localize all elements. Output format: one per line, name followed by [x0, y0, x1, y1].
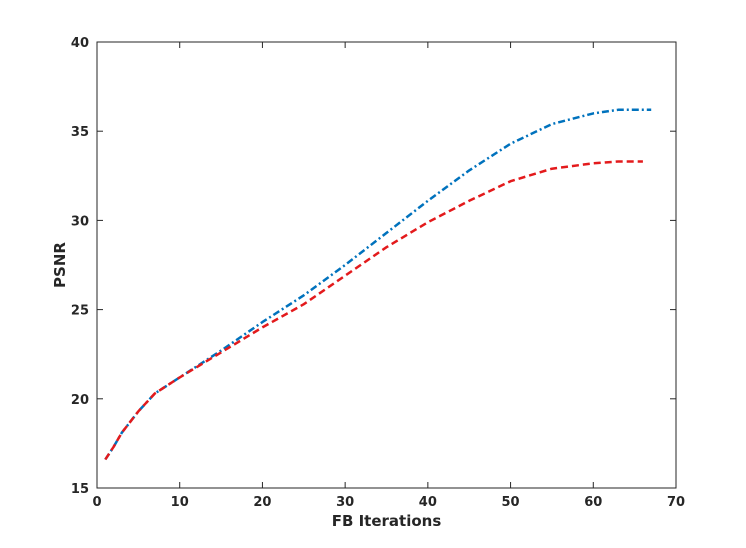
x-axis: 0 10 20 30 40 50 60 70: [92, 42, 685, 510]
x-tick-label: 30: [336, 495, 354, 510]
x-axis-title: FB Iterations: [332, 512, 442, 530]
y-tick-label: 15: [71, 482, 89, 497]
series-line-2: [104, 160, 643, 461]
y-tick-label: 40: [71, 36, 89, 51]
x-tick-label: 70: [667, 495, 685, 510]
plot-frame: [96, 41, 677, 489]
y-tick-label: 20: [71, 393, 89, 408]
x-tick-label: 0: [92, 495, 101, 510]
y-axis-title: PSNR: [51, 242, 69, 288]
x-tick-label: 20: [253, 495, 271, 510]
x-tick-label: 50: [502, 495, 520, 510]
plot-area: [96, 41, 677, 489]
y-tick-label: 25: [71, 304, 89, 319]
x-tick-label: 40: [419, 495, 437, 510]
y-tick-label: 35: [71, 125, 89, 140]
x-tick-label: 60: [584, 495, 602, 510]
series-line-1: [104, 108, 652, 461]
series-layer: [104, 108, 652, 461]
x-tick-label: 10: [171, 495, 189, 510]
y-tick-label: 30: [71, 214, 89, 229]
y-axis: 15 20 25 30 35 40: [71, 36, 676, 497]
